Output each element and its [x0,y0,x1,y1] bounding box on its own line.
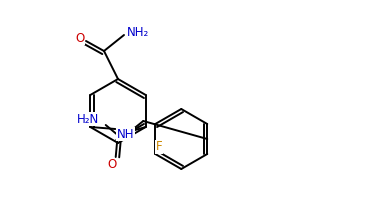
Text: NH: NH [117,127,134,140]
Text: O: O [75,32,85,44]
Text: NH₂: NH₂ [127,25,149,38]
Text: F: F [156,140,162,154]
Text: O: O [107,159,116,172]
Text: H₂N: H₂N [77,113,99,125]
